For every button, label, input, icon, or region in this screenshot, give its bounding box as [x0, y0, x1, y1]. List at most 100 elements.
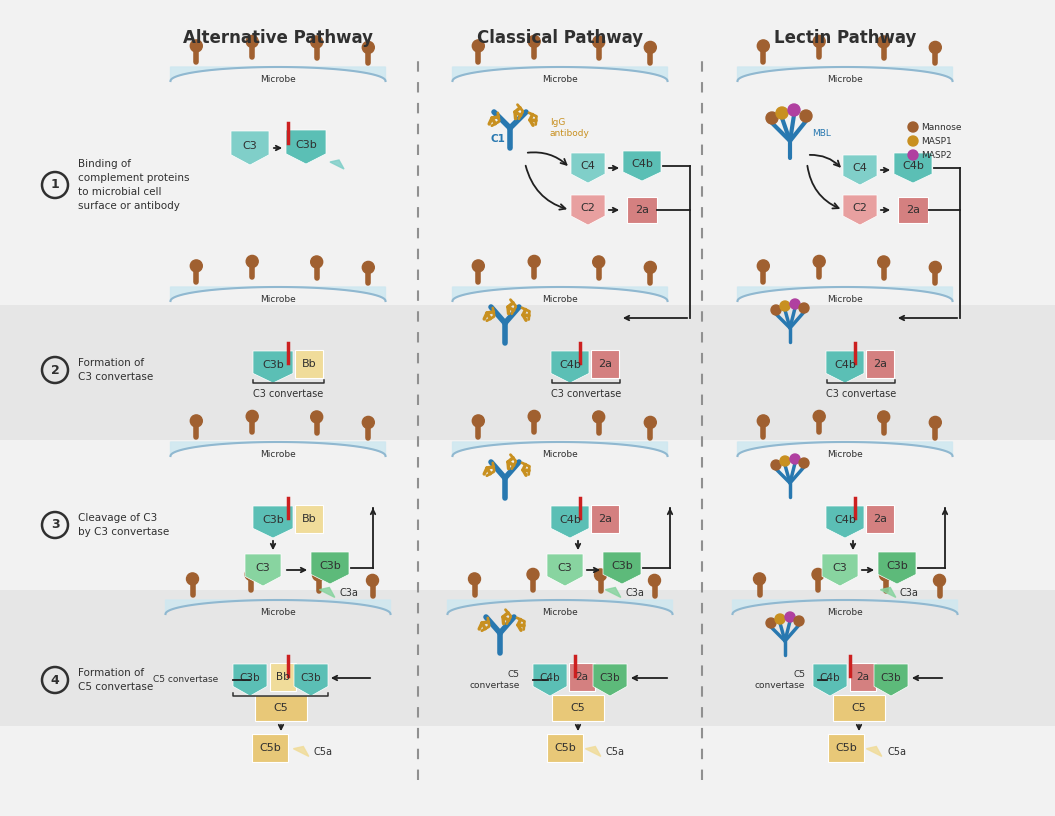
- Circle shape: [645, 42, 656, 53]
- Text: 2a: 2a: [635, 205, 649, 215]
- Circle shape: [929, 416, 941, 428]
- Circle shape: [813, 410, 825, 423]
- Circle shape: [645, 261, 656, 273]
- Text: Formation of
C5 convertase: Formation of C5 convertase: [78, 668, 153, 692]
- Polygon shape: [737, 442, 953, 456]
- Polygon shape: [453, 442, 668, 456]
- Circle shape: [766, 112, 778, 124]
- Text: C4b: C4b: [820, 672, 841, 683]
- Circle shape: [187, 573, 198, 585]
- FancyBboxPatch shape: [866, 505, 894, 533]
- Circle shape: [312, 569, 325, 581]
- Text: 1: 1: [51, 179, 59, 192]
- Circle shape: [775, 614, 785, 624]
- Text: C3b: C3b: [611, 561, 633, 570]
- Text: C3b: C3b: [886, 561, 908, 570]
- Polygon shape: [843, 195, 877, 225]
- Circle shape: [190, 40, 203, 52]
- Polygon shape: [813, 664, 847, 696]
- Polygon shape: [586, 747, 600, 756]
- Polygon shape: [311, 552, 349, 584]
- Text: C3 convertase: C3 convertase: [551, 389, 621, 399]
- Polygon shape: [732, 600, 958, 614]
- Polygon shape: [245, 554, 281, 586]
- FancyBboxPatch shape: [252, 734, 288, 762]
- Circle shape: [190, 260, 203, 272]
- Text: 2a: 2a: [906, 205, 920, 215]
- Circle shape: [776, 107, 788, 119]
- Polygon shape: [447, 600, 672, 614]
- Text: C3b: C3b: [262, 515, 284, 525]
- Polygon shape: [253, 351, 293, 383]
- Text: Microbe: Microbe: [261, 75, 295, 84]
- Polygon shape: [166, 600, 390, 614]
- Text: C5 convertase: C5 convertase: [153, 676, 218, 685]
- Circle shape: [812, 569, 824, 580]
- Text: C5: C5: [273, 703, 288, 713]
- Text: 2a: 2a: [598, 514, 612, 524]
- Text: C3b: C3b: [295, 140, 316, 149]
- Polygon shape: [866, 747, 882, 756]
- Polygon shape: [286, 130, 326, 164]
- Text: Binding of
complement proteins
to microbial cell
surface or antibody: Binding of complement proteins to microb…: [78, 159, 190, 211]
- Text: MASP2: MASP2: [921, 150, 952, 159]
- Text: 2a: 2a: [598, 359, 612, 369]
- Circle shape: [790, 299, 800, 309]
- Polygon shape: [874, 664, 908, 696]
- Polygon shape: [843, 155, 877, 185]
- Circle shape: [929, 261, 941, 273]
- Circle shape: [645, 416, 656, 428]
- Circle shape: [799, 458, 809, 468]
- Circle shape: [908, 136, 918, 146]
- Circle shape: [788, 104, 800, 116]
- Text: Microbe: Microbe: [827, 295, 863, 304]
- Text: IgG
antibody: IgG antibody: [550, 118, 590, 138]
- Circle shape: [593, 411, 605, 423]
- Circle shape: [473, 40, 484, 52]
- Circle shape: [362, 416, 375, 428]
- Circle shape: [473, 415, 484, 427]
- Circle shape: [529, 410, 540, 423]
- Circle shape: [908, 150, 918, 160]
- Circle shape: [245, 569, 257, 580]
- FancyBboxPatch shape: [591, 350, 619, 378]
- Polygon shape: [233, 664, 267, 696]
- Text: C3a: C3a: [340, 588, 359, 598]
- Text: C3a: C3a: [900, 588, 919, 598]
- Circle shape: [908, 122, 918, 132]
- Text: Microbe: Microbe: [542, 295, 578, 304]
- Circle shape: [799, 303, 809, 313]
- Text: C3b: C3b: [319, 561, 341, 570]
- Circle shape: [529, 255, 540, 268]
- Polygon shape: [894, 153, 932, 183]
- Circle shape: [649, 574, 660, 587]
- Circle shape: [311, 36, 323, 48]
- Polygon shape: [533, 664, 567, 696]
- Text: C5
convertase: C5 convertase: [469, 670, 520, 690]
- Circle shape: [753, 573, 766, 585]
- Text: 3: 3: [51, 518, 59, 531]
- Circle shape: [929, 42, 941, 53]
- FancyBboxPatch shape: [546, 734, 583, 762]
- Circle shape: [790, 454, 800, 464]
- Circle shape: [190, 415, 203, 427]
- FancyBboxPatch shape: [552, 695, 605, 721]
- Circle shape: [934, 574, 945, 587]
- Text: C3b: C3b: [262, 360, 284, 370]
- Polygon shape: [826, 351, 864, 383]
- Circle shape: [785, 612, 795, 622]
- Polygon shape: [171, 287, 385, 301]
- Circle shape: [780, 301, 790, 311]
- Polygon shape: [606, 588, 620, 597]
- Polygon shape: [878, 552, 916, 584]
- Text: Cleavage of C3
by C3 convertase: Cleavage of C3 by C3 convertase: [78, 513, 169, 537]
- Text: C3 convertase: C3 convertase: [253, 389, 324, 399]
- Text: C4: C4: [580, 161, 595, 171]
- Polygon shape: [551, 351, 589, 383]
- Circle shape: [362, 261, 375, 273]
- Polygon shape: [737, 287, 953, 301]
- Text: Mannose: Mannose: [921, 122, 961, 131]
- Text: 2a: 2a: [872, 359, 887, 369]
- Text: C5b: C5b: [836, 743, 857, 753]
- Text: 2a: 2a: [575, 672, 589, 682]
